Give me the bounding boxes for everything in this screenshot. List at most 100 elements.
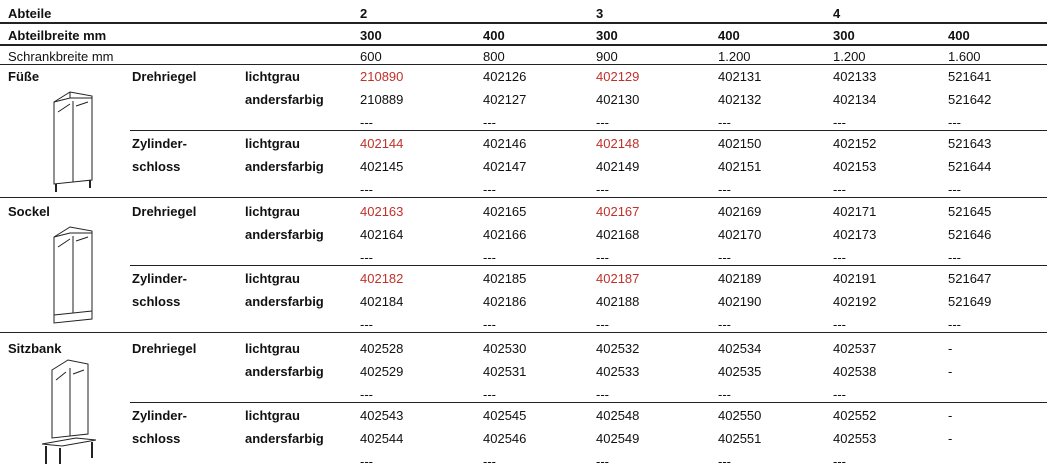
color-label: lichtgrau [245,204,300,220]
locker-base [40,219,100,329]
article-number: --- [948,182,961,198]
header-cell: 4 [833,6,840,22]
article-number: - [948,431,952,447]
lock-type: Drehriegel [132,69,196,85]
article-number: 210889 [360,92,403,108]
article-number: --- [483,454,496,468]
color-label: andersfarbig [245,227,324,243]
article-number: 402548 [596,408,639,424]
article-number: 402182 [360,271,403,287]
article-number: --- [596,250,609,266]
header-label: Abteile [8,6,51,22]
article-number: --- [718,115,731,131]
article-number: --- [596,387,609,403]
article-number: 402164 [360,227,403,243]
article-number: --- [718,182,731,198]
article-number: --- [948,115,961,131]
article-number: 402545 [483,408,526,424]
article-number: 402188 [596,294,639,310]
article-number: --- [483,317,496,333]
article-number: 521642 [948,92,991,108]
article-number: 402126 [483,69,526,85]
article-number: 402533 [596,364,639,380]
article-number: --- [948,317,961,333]
header-cell: 900 [596,49,618,65]
article-number: 402552 [833,408,876,424]
header-cell: 300 [596,28,618,44]
article-number: --- [948,250,961,266]
article-number: 402173 [833,227,876,243]
article-number: --- [833,317,846,333]
rule [0,332,1047,333]
article-number: --- [833,115,846,131]
article-number: 402192 [833,294,876,310]
article-number: 402187 [596,271,639,287]
locker-bench [36,354,102,466]
article-number: 402538 [833,364,876,380]
header-cell: 300 [833,28,855,44]
article-number: 402551 [718,431,761,447]
article-number: --- [596,182,609,198]
article-number: 402146 [483,136,526,152]
article-number: --- [483,387,496,403]
article-number: 402189 [718,271,761,287]
lock-type: schloss [132,431,180,447]
article-number: 402167 [596,204,639,220]
article-number: 402152 [833,136,876,152]
color-label: andersfarbig [245,364,324,380]
article-number: --- [360,387,373,403]
article-number: 402134 [833,92,876,108]
article-number: 402529 [360,364,403,380]
article-number: --- [833,454,846,468]
article-number: 402165 [483,204,526,220]
article-number: - [948,364,952,380]
color-label: lichtgrau [245,408,300,424]
article-number: 402147 [483,159,526,175]
rule [0,197,1047,198]
article-number: 402544 [360,431,403,447]
lock-type: schloss [132,294,180,310]
article-number: 402528 [360,341,403,357]
rule [0,44,1047,46]
header-cell: 1.600 [948,49,981,65]
article-number: 402543 [360,408,403,424]
article-number: --- [596,454,609,468]
article-number: 402132 [718,92,761,108]
color-label: andersfarbig [245,92,324,108]
article-number: --- [833,250,846,266]
article-number: --- [718,387,731,403]
article-number: 402550 [718,408,761,424]
article-number: --- [596,317,609,333]
article-number: --- [833,387,846,403]
article-number: 402150 [718,136,761,152]
article-number: --- [483,250,496,266]
article-number: - [948,408,952,424]
article-number: 521641 [948,69,991,85]
article-number: 402186 [483,294,526,310]
article-number: 402151 [718,159,761,175]
article-number: 402168 [596,227,639,243]
article-number: 402130 [596,92,639,108]
color-label: lichtgrau [245,341,300,357]
header-cell: 3 [596,6,603,22]
color-label: lichtgrau [245,69,300,85]
lock-type: Drehriegel [132,204,196,220]
group-name: Sockel [8,204,50,220]
article-number: --- [360,182,373,198]
article-number: 402145 [360,159,403,175]
article-number: --- [483,115,496,131]
article-number: 402185 [483,271,526,287]
article-number: 402144 [360,136,403,152]
article-number: 402170 [718,227,761,243]
rule [0,64,1047,65]
article-number: 402531 [483,364,526,380]
article-number: 402190 [718,294,761,310]
article-number: 402163 [360,204,403,220]
article-number: 402148 [596,136,639,152]
article-number: 521643 [948,136,991,152]
article-number: 402166 [483,227,526,243]
lock-type: Zylinder- [132,136,187,152]
article-number: --- [596,115,609,131]
rule [130,130,1047,131]
color-label: lichtgrau [245,136,300,152]
